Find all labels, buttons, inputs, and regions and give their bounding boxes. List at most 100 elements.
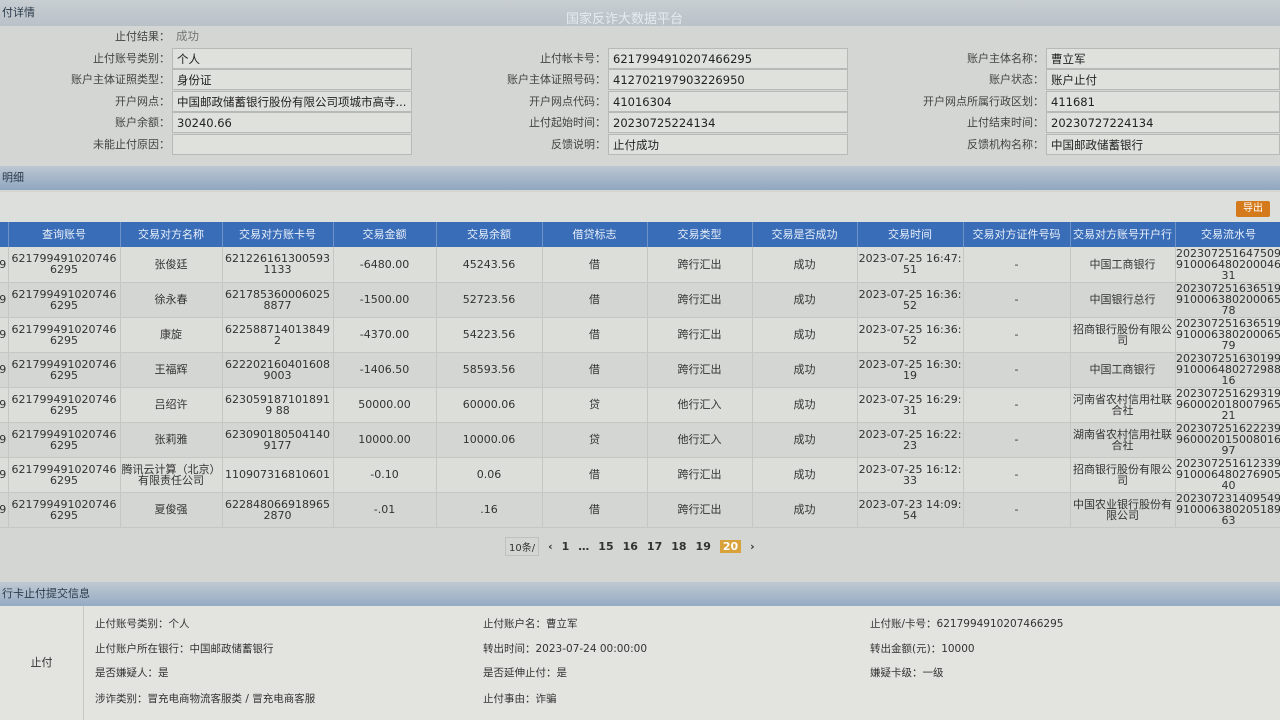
info-label: 未能止付原因： — [93, 137, 170, 151]
table-cell: 6217994910207466295 — [8, 422, 121, 458]
table-cell: 20230725164750991000648020004631 — [1175, 246, 1280, 283]
table-cell: 他行汇入 — [647, 387, 753, 423]
info-label: 账户状态： — [989, 73, 1044, 86]
pagination: 10条/ ‹ 1 … 15 16 17 18 19 20 › — [505, 536, 755, 556]
table-cell: 2023-07-25 16:30:19 — [857, 352, 964, 388]
info-value — [172, 133, 412, 155]
table-cell: 6217994910207466295 — [8, 387, 121, 423]
submit-info-item: 嫌疑卡级：一级 — [870, 667, 944, 679]
table-cell: 中国工商银行 — [1070, 247, 1176, 283]
info-label: 反馈机构名称： — [967, 137, 1044, 151]
table-cell: 借 — [542, 457, 648, 493]
table-cell: 贷 — [542, 422, 648, 458]
submit-info-item: 止付事由：诈骗 — [483, 693, 557, 705]
table-cell: 跨行汇出 — [647, 352, 753, 388]
page-button[interactable]: 16 — [622, 539, 638, 553]
table-cell: 9 — [0, 317, 9, 353]
info-value: 412702197903226950 — [608, 69, 848, 90]
table-cell: - — [963, 492, 1071, 528]
table-row[interactable]: 96217994910207466295徐永春62178536000602588… — [0, 282, 1280, 318]
table-row[interactable]: 96217994910207466295张莉雅62309018050414091… — [0, 422, 1280, 458]
page-button[interactable]: 1 — [561, 539, 570, 553]
table-row[interactable]: 96217994910207466295吕绍许6230591871018919 … — [0, 387, 1280, 423]
submit-info-panel: 止付 止付账号类别：个人 止付账户名：曹立军 止付账/卡号：621799491020… — [0, 606, 1280, 720]
info-value: 个人 — [172, 47, 412, 69]
column-header: 交易对方账卡号 — [222, 222, 334, 247]
table-cell: 他行汇入 — [647, 422, 753, 458]
info-label: 止付账号类别： — [93, 51, 170, 65]
table-cell: 9 — [0, 492, 9, 528]
table-cell: 6217853600060258877 — [222, 282, 334, 318]
column-header: 交易流水号 — [1175, 222, 1280, 247]
table-cell: 中国工商银行 — [1070, 352, 1176, 388]
table-cell: 2023-07-25 16:36:52 — [857, 282, 964, 318]
table-cell: 招商银行股份有限公司 — [1070, 317, 1176, 353]
info-label: 止付起始时间： — [529, 116, 606, 129]
info-label: 账户主体名称： — [967, 51, 1044, 65]
watermark: 国家反诈大数据平台 — [566, 12, 684, 27]
table-cell: 中国银行总行 — [1070, 282, 1176, 318]
table-cell: 20230723140954991000638020518963 — [1175, 492, 1280, 528]
column-header: 交易时间 — [857, 222, 964, 247]
table-cell: - — [963, 422, 1071, 458]
table-cell: 2023-07-23 14:09:54 — [857, 492, 964, 528]
info-value: 411681 — [1046, 90, 1280, 112]
table-cell: 跨行汇出 — [647, 317, 753, 353]
table-row[interactable]: 96217994910207466295王福辉62220216040160890… — [0, 352, 1280, 388]
table-cell: 52723.56 — [436, 282, 543, 318]
table-row[interactable]: 96217994910207466295夏俊强62284806691896528… — [0, 492, 1280, 528]
info-value: 成功 — [176, 29, 199, 43]
info-label: 账户余额： — [115, 116, 170, 129]
info-label: 开户网点代码： — [529, 94, 606, 108]
page-button[interactable]: 17 — [646, 539, 663, 553]
page-button[interactable]: 18 — [671, 539, 687, 553]
table-cell: 6212261613005931133 — [222, 247, 334, 283]
table-cell: 6217994910207466295 — [8, 247, 121, 283]
submit-section-header: 行卡止付提交信息 — [0, 582, 1280, 606]
table-cell: 20230725163651991000638020006578 — [1175, 282, 1280, 318]
table-cell: 河南省农村信用社联合社 — [1070, 387, 1176, 423]
submit-info-item: 转出金额(元)：10000 — [870, 643, 975, 655]
info-value: 41016304 — [608, 90, 848, 112]
table-cell: 20230725163651991000638020006579 — [1175, 317, 1280, 353]
table-row[interactable]: 9 6217994910207466295 张俊廷 62122616130059311… — [0, 246, 1280, 283]
submit-info-item: 是否嫌疑人：是 — [95, 667, 169, 679]
page-size-select[interactable]: 10条/ — [505, 536, 540, 556]
table-cell: 6217994910207466295 — [8, 317, 121, 353]
table-cell: 成功 — [752, 282, 858, 318]
table-cell: 9 — [0, 352, 9, 388]
table-cell: 康旋 — [120, 317, 223, 353]
table-cell: 吕绍许 — [120, 387, 223, 423]
table-cell: 借 — [542, 317, 648, 353]
table-row[interactable]: 96217994910207466295康旋622588714013849 2-… — [0, 317, 1280, 353]
table-row[interactable]: 96217994910207466295腾讯云计算（北京）有限责任公司11090… — [0, 457, 1280, 493]
column-header — [0, 222, 9, 247]
table-cell: 徐永春 — [120, 282, 223, 318]
info-value: 6217994910207466295 — [608, 47, 848, 69]
table-cell: 张俊廷 — [120, 247, 223, 283]
table-cell: 622588714013849 2 — [222, 317, 334, 353]
table-cell: 成功 — [752, 492, 858, 528]
table-cell: 6228480669189652870 — [222, 492, 334, 528]
info-label: 止付结束时间： — [967, 116, 1044, 129]
table-cell: 0.06 — [436, 457, 543, 493]
submit-info-item: 是否延伸止付：是 — [483, 667, 567, 679]
table-cell: - — [963, 352, 1071, 388]
table-cell: 58593.56 — [436, 352, 543, 388]
table-cell: 腾讯云计算（北京）有限责任公司 — [120, 457, 223, 493]
table-cell: 9 — [0, 247, 9, 283]
export-button[interactable]: 导出 — [1236, 201, 1270, 217]
info-row: 未能止付原因： 反馈说明： 止付成功 反馈机构名称： 中国邮政储蓄银行 — [0, 133, 1280, 155]
submit-info-item: 止付账/卡号：6217994910207466295 — [870, 618, 1064, 630]
next-page-icon[interactable]: › — [750, 539, 755, 553]
prev-page-icon[interactable]: ‹ — [548, 539, 553, 553]
info-row: 账户余额： 30240.66 止付起始时间： 20230725224134 止付结束时间… — [0, 112, 1280, 133]
page-button[interactable]: 15 — [598, 539, 614, 553]
page-button[interactable]: 19 — [695, 539, 711, 553]
table-cell: 成功 — [752, 422, 858, 458]
table-cell: 借 — [542, 247, 648, 283]
page-button[interactable]: 20 — [719, 539, 742, 553]
table-cell: 张莉雅 — [120, 422, 223, 458]
page-button[interactable]: … — [578, 539, 590, 553]
table-cell: - — [963, 247, 1071, 283]
